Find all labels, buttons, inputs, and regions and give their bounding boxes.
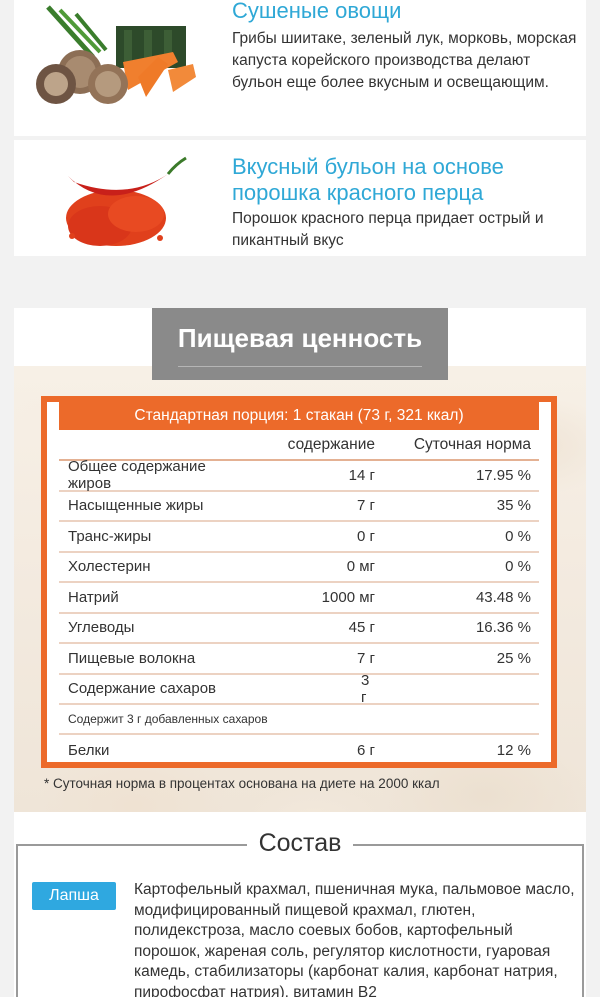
divider <box>178 366 422 367</box>
nutrient-name: Пищевые волокна <box>68 649 196 667</box>
ingredient-label-badge: Лапша <box>32 882 116 910</box>
nutrient-daily-value: 12 % <box>496 741 531 759</box>
nutrient-note: Содержит 3 г добавленных сахаров <box>68 712 268 726</box>
nutrition-table-box: Стандартная порция: 1 стакан (73 г, 321 … <box>41 396 557 768</box>
nutrient-amount: 6 г <box>357 741 375 759</box>
nutrient-daily-value: 16.36 % <box>475 619 531 637</box>
nutrient-name: Транс-жиры <box>68 527 152 545</box>
table-row: Холестерин 0 мг 0 % <box>59 553 539 583</box>
ingredient-item: Лапша Картофельный крахмал, пшеничная му… <box>32 880 576 997</box>
nutrient-name: Содержание сахаров <box>68 680 217 698</box>
column-header-amount: содержание <box>287 435 375 453</box>
nutrient-daily-value: 17.95 % <box>475 466 531 484</box>
nutrient-daily-value: 0 % <box>505 558 531 576</box>
column-header-daily-value: Суточная норма <box>413 435 531 453</box>
nutrient-daily-value: 35 % <box>496 497 531 515</box>
table-row: Натрий 1000 мг 43.48 % <box>59 583 539 614</box>
ingredients-title: Состав <box>246 828 354 858</box>
table-row: Насыщенные жиры 7 г 35 % <box>59 492 539 522</box>
feature-description: Порошок красного перца придает острый и … <box>232 210 544 249</box>
ingredients-section: Состав Лапша Картофельный крахмал, пшени… <box>14 812 586 997</box>
nutrient-name: Насыщенные жиры <box>68 497 204 515</box>
nutrient-name: Белки <box>68 741 110 759</box>
serving-size: Стандартная порция: 1 стакан (73 г, 321 … <box>59 402 539 430</box>
table-header-row: содержание Суточная норма <box>59 430 539 461</box>
table-row: Белки 6 г 12 % <box>59 735 539 766</box>
table-row: Углеводы 45 г 16.36 % <box>59 614 539 644</box>
red-pepper-powder-icon <box>28 146 208 256</box>
table-row-note: Содержит 3 г добавленных сахаров <box>59 705 539 735</box>
nutrition-table: содержание Суточная норма Общее содержан… <box>59 430 539 766</box>
nutrition-title: Пищевая ценность <box>177 323 423 353</box>
table-row: Общее содержание жиров 14 г 17.95 % <box>59 458 539 493</box>
nutrition-section: Пищевая ценность Стандартная порция: 1 с… <box>14 308 586 812</box>
feature-description: Грибы шиитаке, зеленый лук, морковь, мор… <box>232 30 577 91</box>
nutrient-daily-value: 25 % <box>496 649 531 667</box>
nutrient-daily-value: 0 % <box>505 527 531 545</box>
table-row: Содержание сахаров 3 г <box>59 671 539 706</box>
daily-value-footnote: * Суточная норма в процентах основана на… <box>44 776 440 791</box>
nutrient-name: Общее содержание жиров <box>68 458 206 493</box>
feature-card-dried-vegetables: Сушеные овощи Грибы шиитаке, зеленый лук… <box>14 0 586 136</box>
nutrient-name: Натрий <box>68 588 119 606</box>
nutrient-amount: 7 г <box>357 497 375 515</box>
nutrient-amount: 0 мг <box>346 558 375 576</box>
table-row: Пищевые волокна 7 г 25 % <box>59 644 539 675</box>
feature-card-red-pepper: Вкусный бульон на основе порошка красног… <box>14 140 586 256</box>
nutrition-header: Пищевая ценность <box>152 308 448 380</box>
dried-vegetables-icon <box>28 2 208 112</box>
nutrient-name: Углеводы <box>68 619 135 637</box>
nutrient-amount: 45 г <box>348 619 375 637</box>
nutrient-amount: 14 г <box>348 466 375 484</box>
feature-title: Вкусный бульон на основе порошка красног… <box>232 154 504 205</box>
feature-title: Сушеные овощи <box>232 0 402 23</box>
nutrient-name: Холестерин <box>68 558 151 576</box>
nutrient-amount: 0 г <box>357 527 375 545</box>
nutrient-amount: 7 г <box>357 649 375 667</box>
nutrient-amount: 3 г <box>361 671 370 706</box>
table-row: Транс-жиры 0 г 0 % <box>59 522 539 553</box>
nutrient-amount: 1000 мг <box>321 588 375 606</box>
nutrient-daily-value: 43.48 % <box>475 588 531 606</box>
ingredient-list-text: Картофельный крахмал, пшеничная мука, па… <box>134 881 575 997</box>
